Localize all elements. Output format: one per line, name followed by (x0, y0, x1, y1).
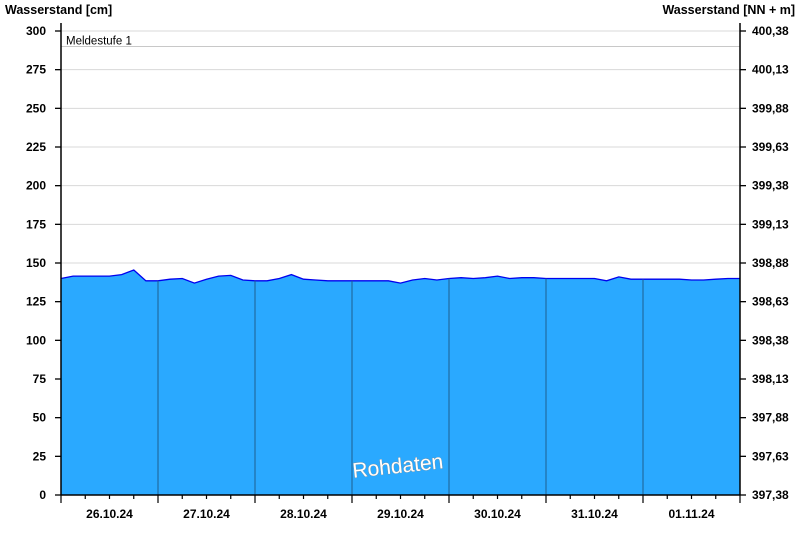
left-tick-label: 50 (33, 411, 47, 425)
left-tick-label: 100 (26, 333, 46, 347)
left-tick-label: 75 (33, 372, 47, 386)
x-tick-label: 01.11.24 (668, 507, 714, 521)
left-tick-label: 125 (26, 295, 46, 309)
left-tick-label: 275 (26, 63, 46, 77)
left-tick-label: 200 (26, 179, 46, 193)
x-tick-label: 27.10.24 (183, 507, 230, 521)
right-tick-label: 398,38 (752, 333, 789, 347)
right-tick-label: 398,13 (752, 372, 789, 386)
left-axis-title: Wasserstand [cm] (5, 3, 112, 17)
x-tick-label: 28.10.24 (280, 507, 327, 521)
left-tick-label: 150 (26, 256, 46, 270)
right-tick-label: 397,63 (752, 449, 789, 463)
right-tick-label: 400,38 (752, 24, 789, 38)
left-tick-label: 225 (26, 140, 46, 154)
right-tick-label: 400,13 (752, 63, 789, 77)
left-tick-label: 25 (33, 449, 47, 463)
right-tick-label: 399,88 (752, 101, 789, 115)
right-tick-label: 398,63 (752, 295, 789, 309)
x-tick-label: 30.10.24 (474, 507, 521, 521)
right-tick-label: 398,88 (752, 256, 789, 270)
right-tick-label: 399,38 (752, 179, 789, 193)
right-axis-title: Wasserstand [NN + m] (662, 3, 795, 17)
right-tick-label: 399,13 (752, 217, 789, 231)
left-tick-label: 175 (26, 217, 46, 231)
left-tick-label: 250 (26, 101, 46, 115)
right-tick-label: 397,38 (752, 488, 789, 502)
x-tick-label: 31.10.24 (571, 507, 618, 521)
x-tick-label: 29.10.24 (377, 507, 424, 521)
left-tick-label: 300 (26, 24, 46, 38)
water-level-area (61, 270, 740, 495)
meldestufe-label: Meldestufe 1 (66, 35, 132, 47)
right-tick-label: 397,88 (752, 411, 789, 425)
water-level-line (60, 269, 740, 284)
left-tick-label: 0 (39, 488, 46, 502)
right-tick-label: 399,63 (752, 140, 789, 154)
x-tick-label: 26.10.24 (86, 507, 133, 521)
